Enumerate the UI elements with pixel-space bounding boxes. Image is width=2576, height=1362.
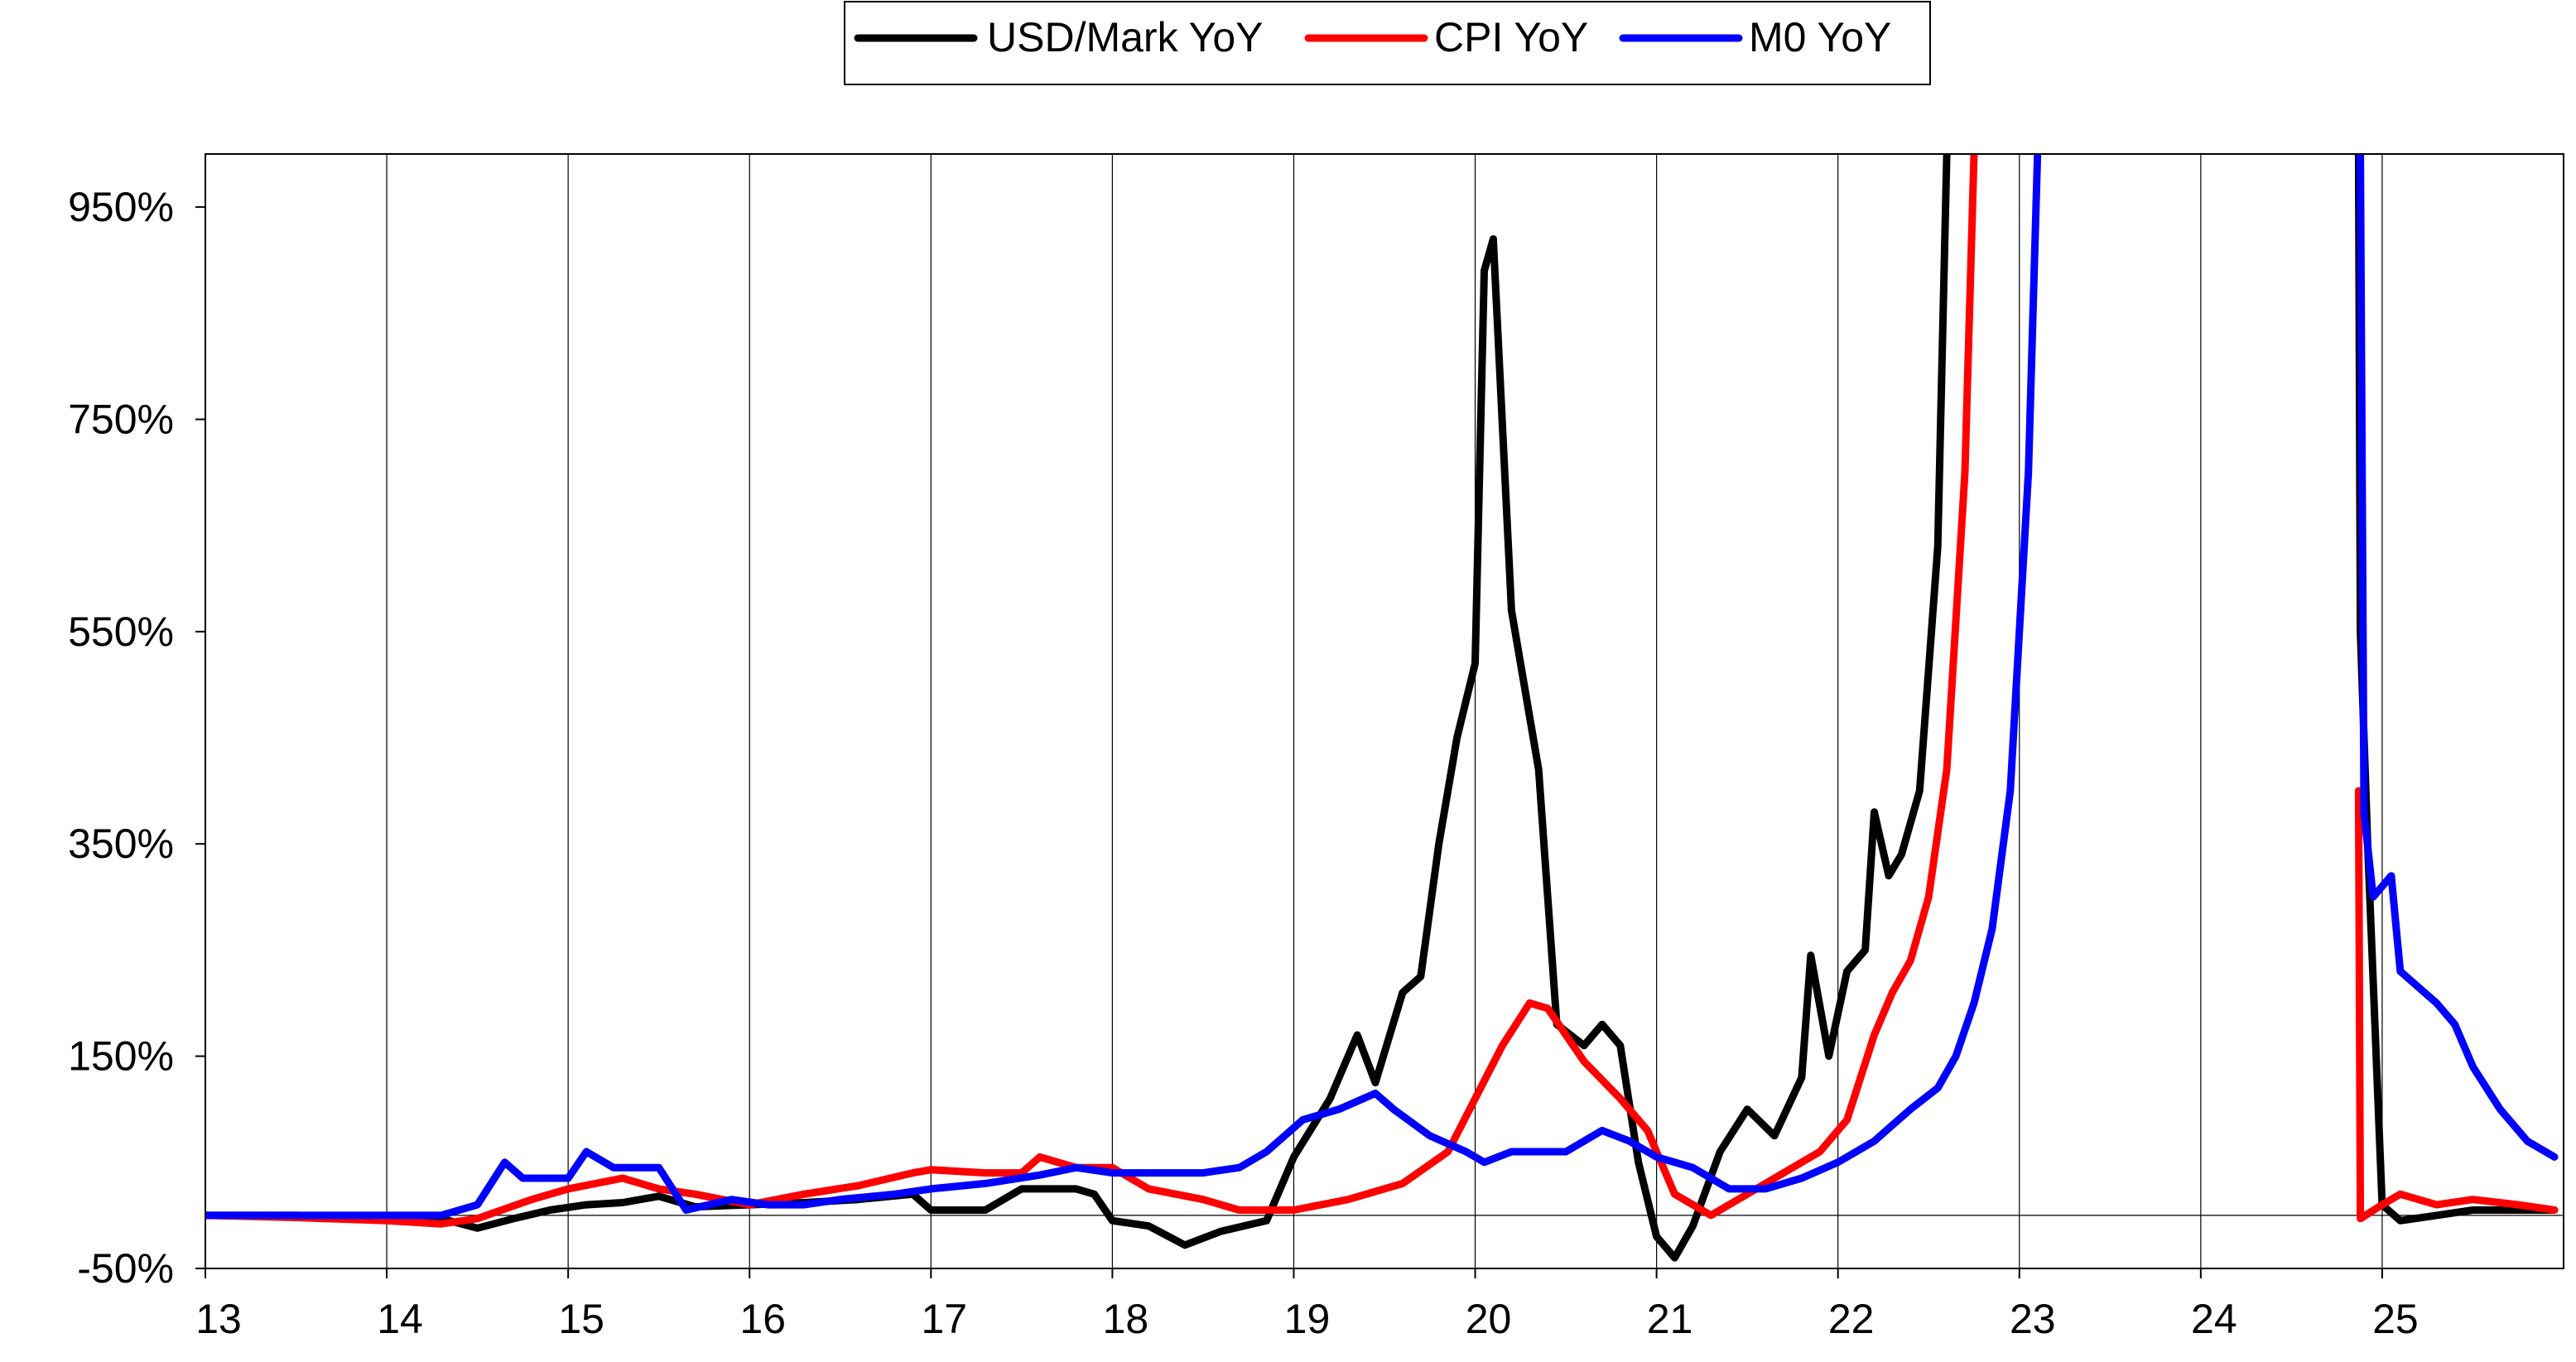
legend-box <box>844 1 1931 85</box>
x-tick-label: 18 <box>1103 1296 1149 1342</box>
y-tick-label: 350% <box>68 821 174 867</box>
x-tick-label: 22 <box>1828 1296 1875 1342</box>
plot-area-frame <box>205 153 2564 1269</box>
y-tick-label: -50% <box>77 1245 174 1292</box>
x-tick-label: 17 <box>921 1296 967 1342</box>
x-tick-labels: 13 14 15 16 17 18 19 20 21 22 23 24 25 <box>195 1268 2419 1342</box>
series-line-usd-mark-yoy <box>205 154 1951 1262</box>
x-tick-label: 24 <box>2191 1296 2237 1342</box>
legend-label-usd-mark-yoy: USD/Mark YoY <box>987 14 1263 60</box>
x-tick-label: 16 <box>739 1296 786 1342</box>
x-tick-label: 14 <box>377 1296 423 1342</box>
x-tick-label: 20 <box>1466 1296 1512 1342</box>
legend: USD/Mark YoY CPI YoY M0 YoY <box>844 1 1931 85</box>
x-tick-label: 19 <box>1284 1296 1331 1342</box>
series-line-cpi-yoy-after-gap <box>2354 787 2559 1223</box>
y-tick-label: 550% <box>68 609 174 655</box>
y-tick-label: 950% <box>68 184 174 230</box>
series-line-m0-yoy-after-gap <box>2357 154 2559 1161</box>
series-line-m0-yoy <box>205 154 2042 1220</box>
legend-label-cpi-yoy: CPI YoY <box>1434 14 1588 60</box>
x-tick-label: 21 <box>1647 1296 1693 1342</box>
gridlines <box>205 154 2564 1268</box>
x-tick-label: 15 <box>558 1296 604 1342</box>
series-line-usd-mark-yoy-after-gap <box>2354 154 2559 1225</box>
y-tick-label: 750% <box>68 396 174 442</box>
series-line-cpi-yoy <box>205 154 1978 1228</box>
y-tick-label: 150% <box>68 1033 174 1080</box>
legend-label-m0-yoy: M0 YoY <box>1749 14 1891 60</box>
x-tick-label: 13 <box>195 1296 242 1342</box>
y-tick-labels: -50% 150% 350% 550% 750% 950% <box>68 184 205 1292</box>
x-tick-label: 25 <box>2372 1296 2419 1342</box>
series-lines <box>205 154 2559 1262</box>
x-tick-label: 23 <box>2010 1296 2056 1342</box>
